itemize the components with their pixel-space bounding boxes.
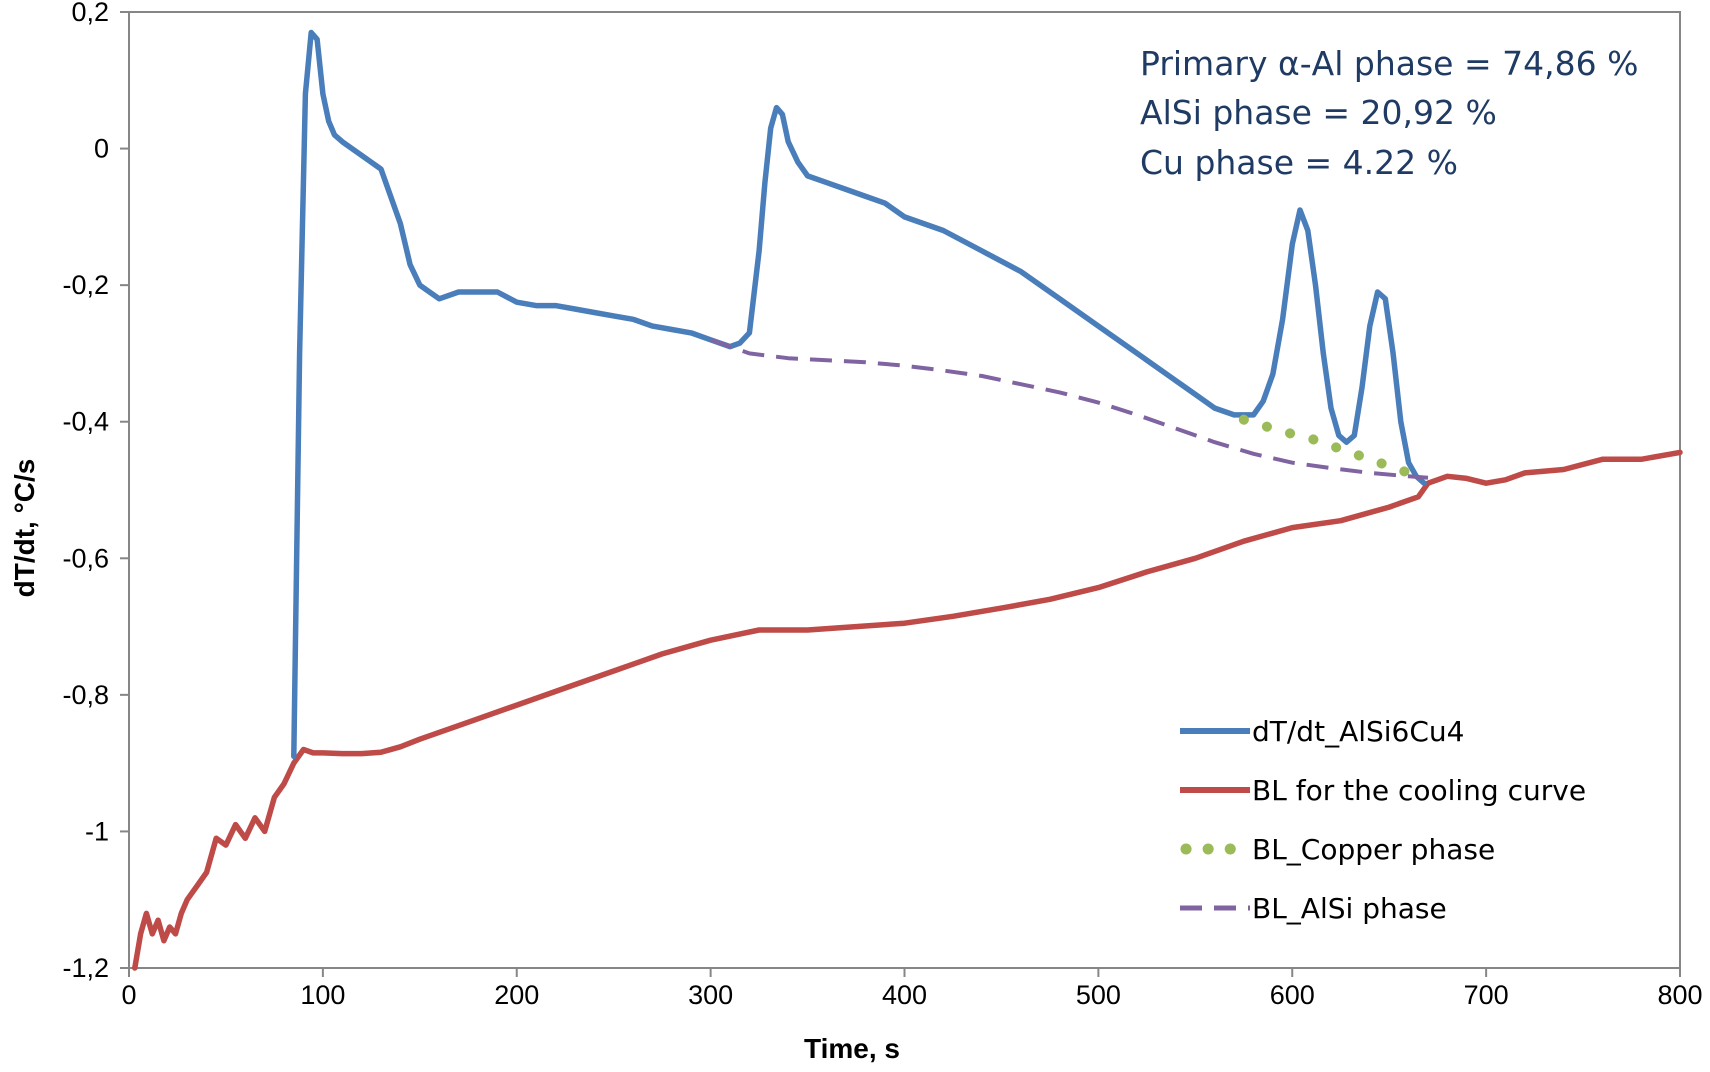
- x-tick-label: 200: [494, 980, 539, 1010]
- series-line-dt-dt-alsi6cu4: [291, 29, 1427, 760]
- x-tick-label: 600: [1270, 980, 1315, 1010]
- y-tick-label: -0,4: [62, 407, 109, 437]
- y-tick-label: -0,8: [62, 680, 109, 710]
- legend-label-bl-cooling: BL for the cooling curve: [1252, 774, 1586, 807]
- annotation-alsi-phase: AlSi phase = 20,92 %: [1140, 93, 1497, 132]
- annotation-cu-phase: Cu phase = 4.22 %: [1140, 143, 1458, 182]
- y-tick-label: -1: [85, 816, 109, 846]
- x-tick-label: 800: [1657, 980, 1702, 1010]
- x-tick-label: 300: [688, 980, 733, 1010]
- y-tick-label: -1,2: [62, 953, 109, 983]
- legend: dT/dt_AlSi6Cu4 BL for the cooling curve …: [1180, 715, 1586, 925]
- legend-label-dtdt: dT/dt_AlSi6Cu4: [1252, 715, 1464, 748]
- series-line-bl-alsi-phase: [709, 337, 1429, 480]
- x-tick-label: 500: [1076, 980, 1121, 1010]
- series-layer: [132, 29, 1683, 971]
- y-axis-title: dT/dt, °C/s: [9, 459, 40, 598]
- x-tick-label: 0: [121, 980, 136, 1010]
- annotation-primary-phase: Primary α-Al phase = 74,86 %: [1140, 44, 1638, 83]
- x-tick-label: 400: [882, 980, 927, 1010]
- x-tick-label: 700: [1464, 980, 1509, 1010]
- x-tick-label: 100: [300, 980, 345, 1010]
- legend-label-bl-alsi: BL_AlSi phase: [1252, 892, 1447, 925]
- series-line-bl-for-the-cooling-curve: [132, 449, 1683, 971]
- legend-label-bl-copper: BL_Copper phase: [1252, 833, 1495, 866]
- axes: 0 100 200 300 400 500 600 700 800 0,2 0 -0,2 -0,4 -0,…: [62, 0, 1702, 1010]
- y-tick-label: 0,2: [71, 0, 109, 27]
- y-tick-label: -0,2: [62, 270, 109, 300]
- x-axis-title: Time, s: [804, 1033, 900, 1064]
- y-tick-label: -0,6: [62, 543, 109, 573]
- y-tick-label: 0: [94, 134, 109, 164]
- annotations: Primary α-Al phase = 74,86 % AlSi phase …: [1140, 44, 1638, 182]
- series-line-bl-copper-phase: [1238, 414, 1424, 482]
